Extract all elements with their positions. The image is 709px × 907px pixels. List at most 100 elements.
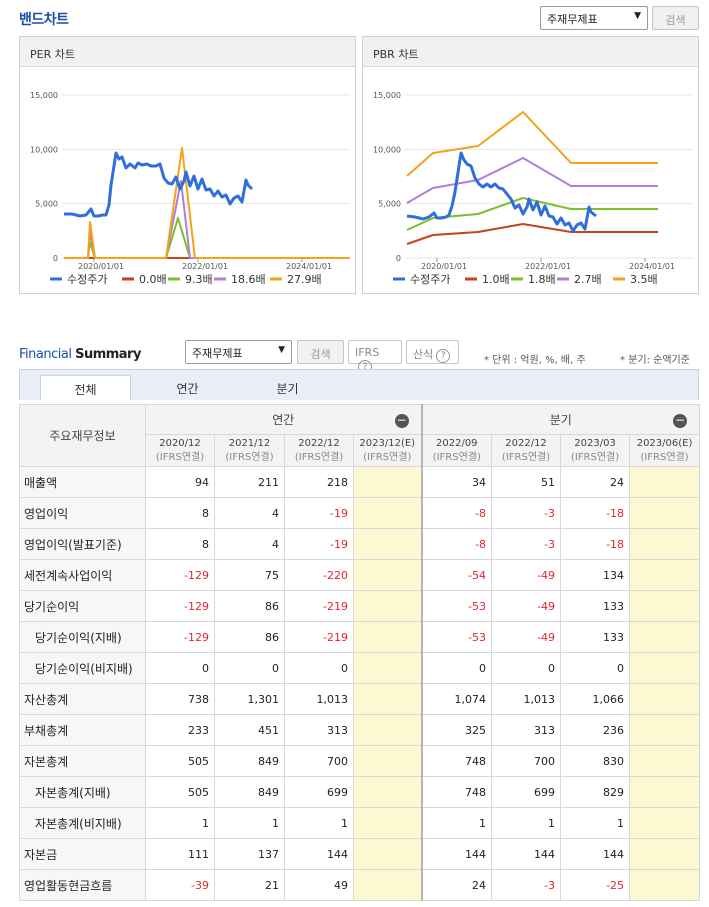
legend-label: 3.5배 bbox=[630, 273, 658, 286]
collapse-quarter-icon[interactable]: − bbox=[673, 413, 688, 428]
table-cell: 86 bbox=[214, 621, 285, 653]
table-row: 당기순이익(지배) -129 86 -219 -53 -49 133 bbox=[19, 621, 701, 653]
table-cell: 0 bbox=[420, 652, 493, 684]
table-cell: 830 bbox=[560, 745, 631, 777]
table-cell: 700 bbox=[284, 745, 354, 777]
table-cell: -129 bbox=[145, 590, 215, 622]
table-cell: 8 bbox=[145, 497, 215, 529]
table-cell: -19 bbox=[284, 497, 354, 529]
table-cell: 133 bbox=[560, 621, 631, 653]
table-row: 영업이익(발표기준) 8 4 -19 -8 -3 -18 bbox=[19, 528, 701, 560]
x-tick-label: 2022/01/01 bbox=[525, 262, 571, 271]
table-row: 부채총계 233 451 313 325 313 236 bbox=[19, 714, 701, 746]
per-y-ticks: 15,000 10,000 5,000 0 bbox=[30, 91, 350, 263]
unit-note: * 단위 : 억원, %, 배, 주 bbox=[484, 355, 586, 366]
chevron-down-icon: ▼ bbox=[634, 11, 641, 21]
pbr-x-ticks: 2020/01/01 2022/01/01 2024/01/01 bbox=[421, 258, 675, 271]
y-tick-label: 5,000 bbox=[378, 200, 401, 209]
table-cell: 1,301 bbox=[214, 683, 285, 715]
table-row: 자본총계(지배) 505 849 699 748 699 829 bbox=[19, 776, 701, 808]
statement-type-select[interactable]: 주재무제표 ▼ bbox=[540, 6, 648, 30]
table-cell: 699 bbox=[491, 776, 562, 808]
table-cell bbox=[352, 590, 423, 622]
fs-search-button[interactable]: 검색 bbox=[297, 340, 344, 364]
ifrs-help-button[interactable]: IFRS? bbox=[348, 340, 402, 374]
table-cell: 111 bbox=[145, 838, 215, 870]
table-cell bbox=[352, 683, 423, 715]
row-label: 매출액 bbox=[19, 466, 146, 498]
table-cell: -219 bbox=[284, 590, 354, 622]
group-quarter-header: 분기 − bbox=[420, 404, 701, 435]
table-cell: 233 bbox=[145, 714, 215, 746]
tab-quarter[interactable]: 분기 bbox=[276, 382, 299, 396]
table-cell: 699 bbox=[284, 776, 354, 808]
y-tick-label: 15,000 bbox=[30, 91, 58, 100]
series-line bbox=[64, 180, 350, 259]
table-row: 세전계속사업이익 -129 75 -220 -54 -49 134 bbox=[19, 559, 701, 591]
pbr-chart-title: PBR 차트 bbox=[363, 37, 698, 67]
table-cell: 313 bbox=[491, 714, 562, 746]
row-label: 부채총계 bbox=[19, 714, 146, 746]
table-cell bbox=[352, 714, 423, 746]
column-basis: (IFRS연결) bbox=[225, 451, 274, 463]
table-cell: 24 bbox=[420, 869, 493, 901]
collapse-annual-icon[interactable]: − bbox=[394, 413, 409, 428]
fs-tab-bar: 전체 연간 분기 bbox=[19, 369, 699, 401]
table-cell bbox=[352, 652, 423, 684]
pbr-legend: 수정주가 1.0배 1.8배 2.7배 3.5배 bbox=[393, 273, 658, 286]
table-cell: -25 bbox=[560, 869, 631, 901]
table-cell: 1 bbox=[284, 807, 354, 839]
column-basis: (IFRS연결) bbox=[501, 451, 551, 463]
row-label: 당기순이익(지배) bbox=[19, 621, 146, 653]
row-label: 자산총계 bbox=[19, 683, 146, 715]
band-search-button[interactable]: 검색 bbox=[652, 6, 699, 30]
y-tick-label: 0 bbox=[396, 254, 401, 263]
tab-all[interactable]: 전체 bbox=[40, 375, 131, 401]
table-cell: 738 bbox=[145, 683, 215, 715]
table-cell: 134 bbox=[560, 559, 631, 591]
column-basis: (IFRS연결) bbox=[155, 451, 205, 463]
formula-help-button[interactable]: 산식? bbox=[406, 340, 459, 364]
table-cell: -3 bbox=[491, 497, 562, 529]
per-chart-panel: PER 차트 15,000 10,000 5,000 0 2020/01/01 2022… bbox=[19, 36, 356, 294]
table-cell bbox=[352, 807, 423, 839]
table-cell: 8 bbox=[145, 528, 215, 560]
table-cell bbox=[629, 590, 701, 622]
table-cell: -54 bbox=[420, 559, 493, 591]
table-row: 자산총계 738 1,301 1,013 1,074 1,013 1,066 bbox=[19, 683, 701, 715]
row-label: 자본총계 bbox=[19, 745, 146, 777]
table-cell: 94 bbox=[145, 466, 215, 498]
table-cell: -39 bbox=[145, 869, 215, 901]
table-cell: -53 bbox=[420, 590, 493, 622]
table-cell: -129 bbox=[145, 621, 215, 653]
pbr-y-ticks: 15,000 10,000 5,000 0 bbox=[373, 91, 693, 263]
column-period: 2023/06(E) bbox=[636, 437, 693, 449]
table-cell: 1,066 bbox=[560, 683, 631, 715]
table-cell: -3 bbox=[491, 869, 562, 901]
table-cell bbox=[629, 559, 701, 591]
legend-label: 0.0배 bbox=[139, 273, 167, 286]
table-cell: 0 bbox=[214, 652, 285, 684]
legend-label: 1.8배 bbox=[528, 273, 556, 286]
column-header: 2023/06(E) (IFRS연결) bbox=[629, 434, 701, 467]
table-cell: 218 bbox=[284, 466, 354, 498]
x-tick-label: 2024/01/01 bbox=[629, 262, 675, 271]
chevron-down-icon: ▼ bbox=[278, 345, 285, 355]
statement-type-value: 주재무제표 bbox=[547, 13, 598, 26]
table-cell: -49 bbox=[491, 559, 562, 591]
table-cell: 1 bbox=[560, 807, 631, 839]
series-line bbox=[406, 111, 658, 177]
band-chart-title: 밴드차트 bbox=[19, 12, 69, 28]
column-header: 2023/12(E) (IFRS연결) bbox=[352, 434, 423, 467]
formula-label: 산식 bbox=[413, 348, 434, 361]
tab-annual[interactable]: 연간 bbox=[176, 382, 199, 396]
table-row: 영업활동현금흐름 -39 21 49 24 -3 -25 bbox=[19, 869, 701, 901]
y-tick-label: 10,000 bbox=[373, 145, 401, 154]
row-label: 당기순이익(비지배) bbox=[19, 652, 146, 684]
table-cell: 4 bbox=[214, 528, 285, 560]
table-cell: 505 bbox=[145, 745, 215, 777]
fs-statement-select[interactable]: 주재무제표 ▼ bbox=[185, 340, 292, 364]
table-cell bbox=[629, 807, 701, 839]
table-cell bbox=[352, 776, 423, 808]
legend-label: 2.7배 bbox=[574, 273, 602, 286]
